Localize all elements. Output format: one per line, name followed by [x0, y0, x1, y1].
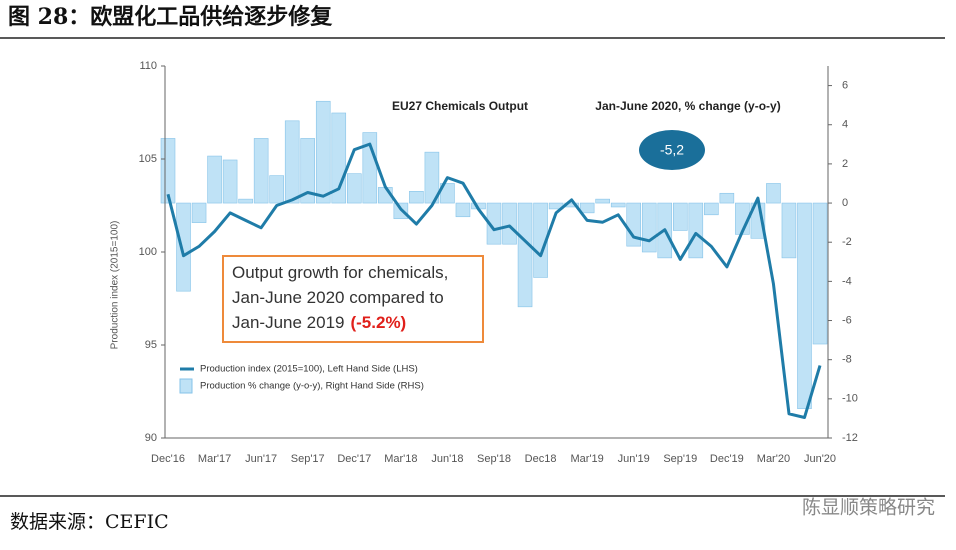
watermark: 陈显顺策略研究: [802, 497, 935, 519]
bar: [409, 191, 424, 204]
callout-box: [222, 255, 484, 343]
y-tick-label: 90: [145, 432, 157, 444]
x-tick-label: Dec'17: [337, 453, 371, 465]
x-tick-label: Sep'19: [663, 453, 697, 465]
y2-tick-label: -12: [842, 432, 858, 444]
bar: [269, 175, 284, 204]
bubble: [639, 130, 705, 170]
x-tick-label: Mar'17: [198, 453, 231, 465]
y-tick-label: 110: [139, 60, 157, 72]
y2-tick-label: 0: [842, 197, 848, 209]
bar: [579, 202, 595, 214]
y2-tick-label: -2: [842, 236, 852, 248]
bar: [253, 138, 269, 204]
bar: [176, 202, 191, 292]
x-tick-label: Jun'20: [804, 453, 836, 465]
y2-tick-label: 6: [842, 79, 848, 91]
bar: [517, 202, 533, 308]
x-tick-label: Mar'19: [571, 453, 604, 465]
bar: [502, 202, 517, 245]
bar: [641, 202, 657, 253]
callout-text: Output growth for chemicals,: [232, 263, 448, 282]
bar: [160, 138, 176, 204]
bar: [191, 202, 207, 223]
inner-subtitle: Jan-June 2020, % change (y-o-y): [595, 99, 780, 113]
inner-title: EU27 Chemicals Output: [392, 99, 528, 113]
legend-label: Production % change (y-o-y), Right Hand …: [200, 381, 424, 392]
bar: [346, 173, 362, 204]
figure-title: 图 28：欧盟化工品供给逐步修复: [8, 4, 333, 30]
x-tick-label: Dec'19: [710, 453, 744, 465]
bar: [486, 202, 502, 245]
y2-tick-label: 2: [842, 158, 848, 170]
bar: [672, 202, 688, 231]
bar: [284, 120, 300, 204]
bar: [610, 202, 626, 208]
legend-swatch: [179, 378, 193, 394]
y2-tick-label: 4: [842, 119, 848, 131]
bar: [719, 192, 735, 204]
y2-tick-label: -10: [842, 393, 858, 405]
y2-tick-label: -8: [842, 354, 852, 366]
callout-line: Output growth for chemicals,: [232, 263, 448, 282]
bar: [812, 202, 828, 345]
y2-tick-label: -4: [842, 275, 852, 287]
bar: [704, 202, 719, 216]
callout-text: Jan-June 2019 (-5.2%): [232, 313, 406, 332]
callout-text: Jan-June 2020 compared to: [232, 288, 444, 307]
bar: [688, 202, 704, 259]
x-tick-label: Jun'17: [245, 453, 277, 465]
bar: [207, 155, 222, 204]
source: 数据来源：CEFIC: [10, 511, 169, 533]
y-tick-label: 105: [139, 153, 157, 165]
bubble-text: -5,2: [660, 142, 684, 158]
callout-line: Jan-June 2020 compared to: [232, 288, 444, 307]
x-tick-label: Jun'18: [431, 453, 463, 465]
bar: [238, 198, 253, 204]
bar: [781, 202, 797, 259]
legend-label: Production index (2015=100), Left Hand S…: [200, 364, 418, 375]
bar: [222, 159, 238, 204]
bar: [315, 100, 331, 204]
x-tick-label: Jun'19: [618, 453, 650, 465]
y-tick-label: 100: [139, 246, 157, 258]
bar: [797, 202, 812, 409]
x-tick-label: Mar'20: [757, 453, 790, 465]
x-tick-label: Dec'16: [151, 453, 185, 465]
line: [166, 142, 822, 419]
x-tick-label: Mar'18: [384, 453, 417, 465]
bar: [595, 198, 610, 204]
callout-line: Jan-June 2019: [232, 313, 344, 332]
bar: [300, 138, 316, 204]
bar: [440, 183, 455, 204]
x-tick-label: Dec18: [525, 453, 557, 465]
y2-tick-label: -6: [842, 314, 852, 326]
callout-highlight: (-5.2%): [350, 313, 406, 332]
y-tick-label: 95: [145, 339, 157, 351]
x-tick-label: Sep'18: [477, 453, 511, 465]
x-tick-label: Sep'17: [291, 453, 325, 465]
bar: [766, 183, 781, 204]
bar: [455, 202, 471, 218]
y-axis-label: Production index (2015=100): [110, 221, 121, 350]
